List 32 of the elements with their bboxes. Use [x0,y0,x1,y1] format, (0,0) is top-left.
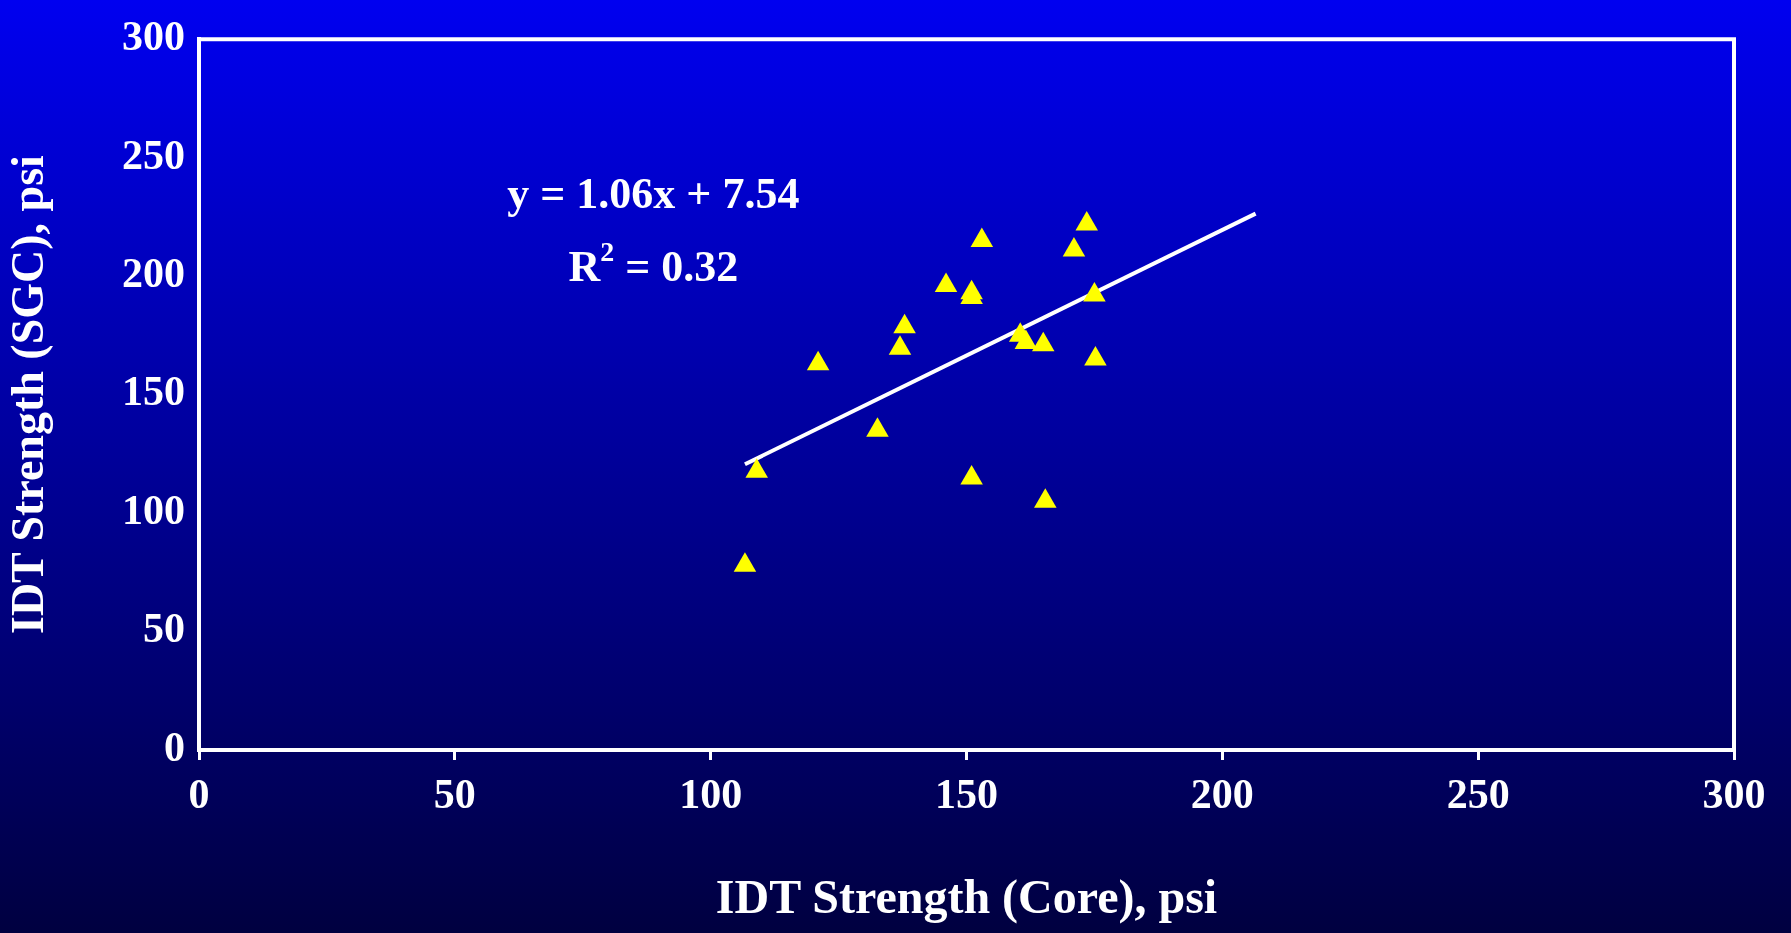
y-tick-label: 250 [122,131,185,178]
point [888,335,912,355]
point [960,465,983,485]
annotation: y = 1.06x + 7.54 [507,169,800,219]
y-tick-label: 200 [122,249,185,296]
point [1075,211,1098,231]
point [1083,282,1106,302]
x-tick-label: 150 [935,771,998,818]
x-tick-label: 200 [1190,771,1254,818]
y-tick-label: 0 [164,723,185,770]
point [745,458,768,478]
y-tick-label: 300 [122,13,185,60]
y-tick-label: 50 [143,605,185,652]
point [1031,331,1055,352]
y-tick-label: 150 [122,368,185,415]
point [893,313,916,334]
x-axis-title: IDT Strength (Core), psi [715,869,1218,924]
x-tick-label: 50 [433,771,476,818]
x-tick-label: 300 [1702,771,1766,818]
point [1084,346,1107,366]
x-tick-label: 100 [679,771,743,818]
y-tick-label: 100 [122,486,185,533]
point [934,272,958,293]
x-tick-label: 250 [1446,771,1510,818]
point [970,227,994,248]
point [733,552,757,572]
point [1034,488,1057,508]
y-axis-title: IDT Strength (SGC), psi [2,154,54,635]
point [1014,329,1038,349]
point [806,350,830,371]
point [866,417,889,437]
point [1062,237,1086,257]
